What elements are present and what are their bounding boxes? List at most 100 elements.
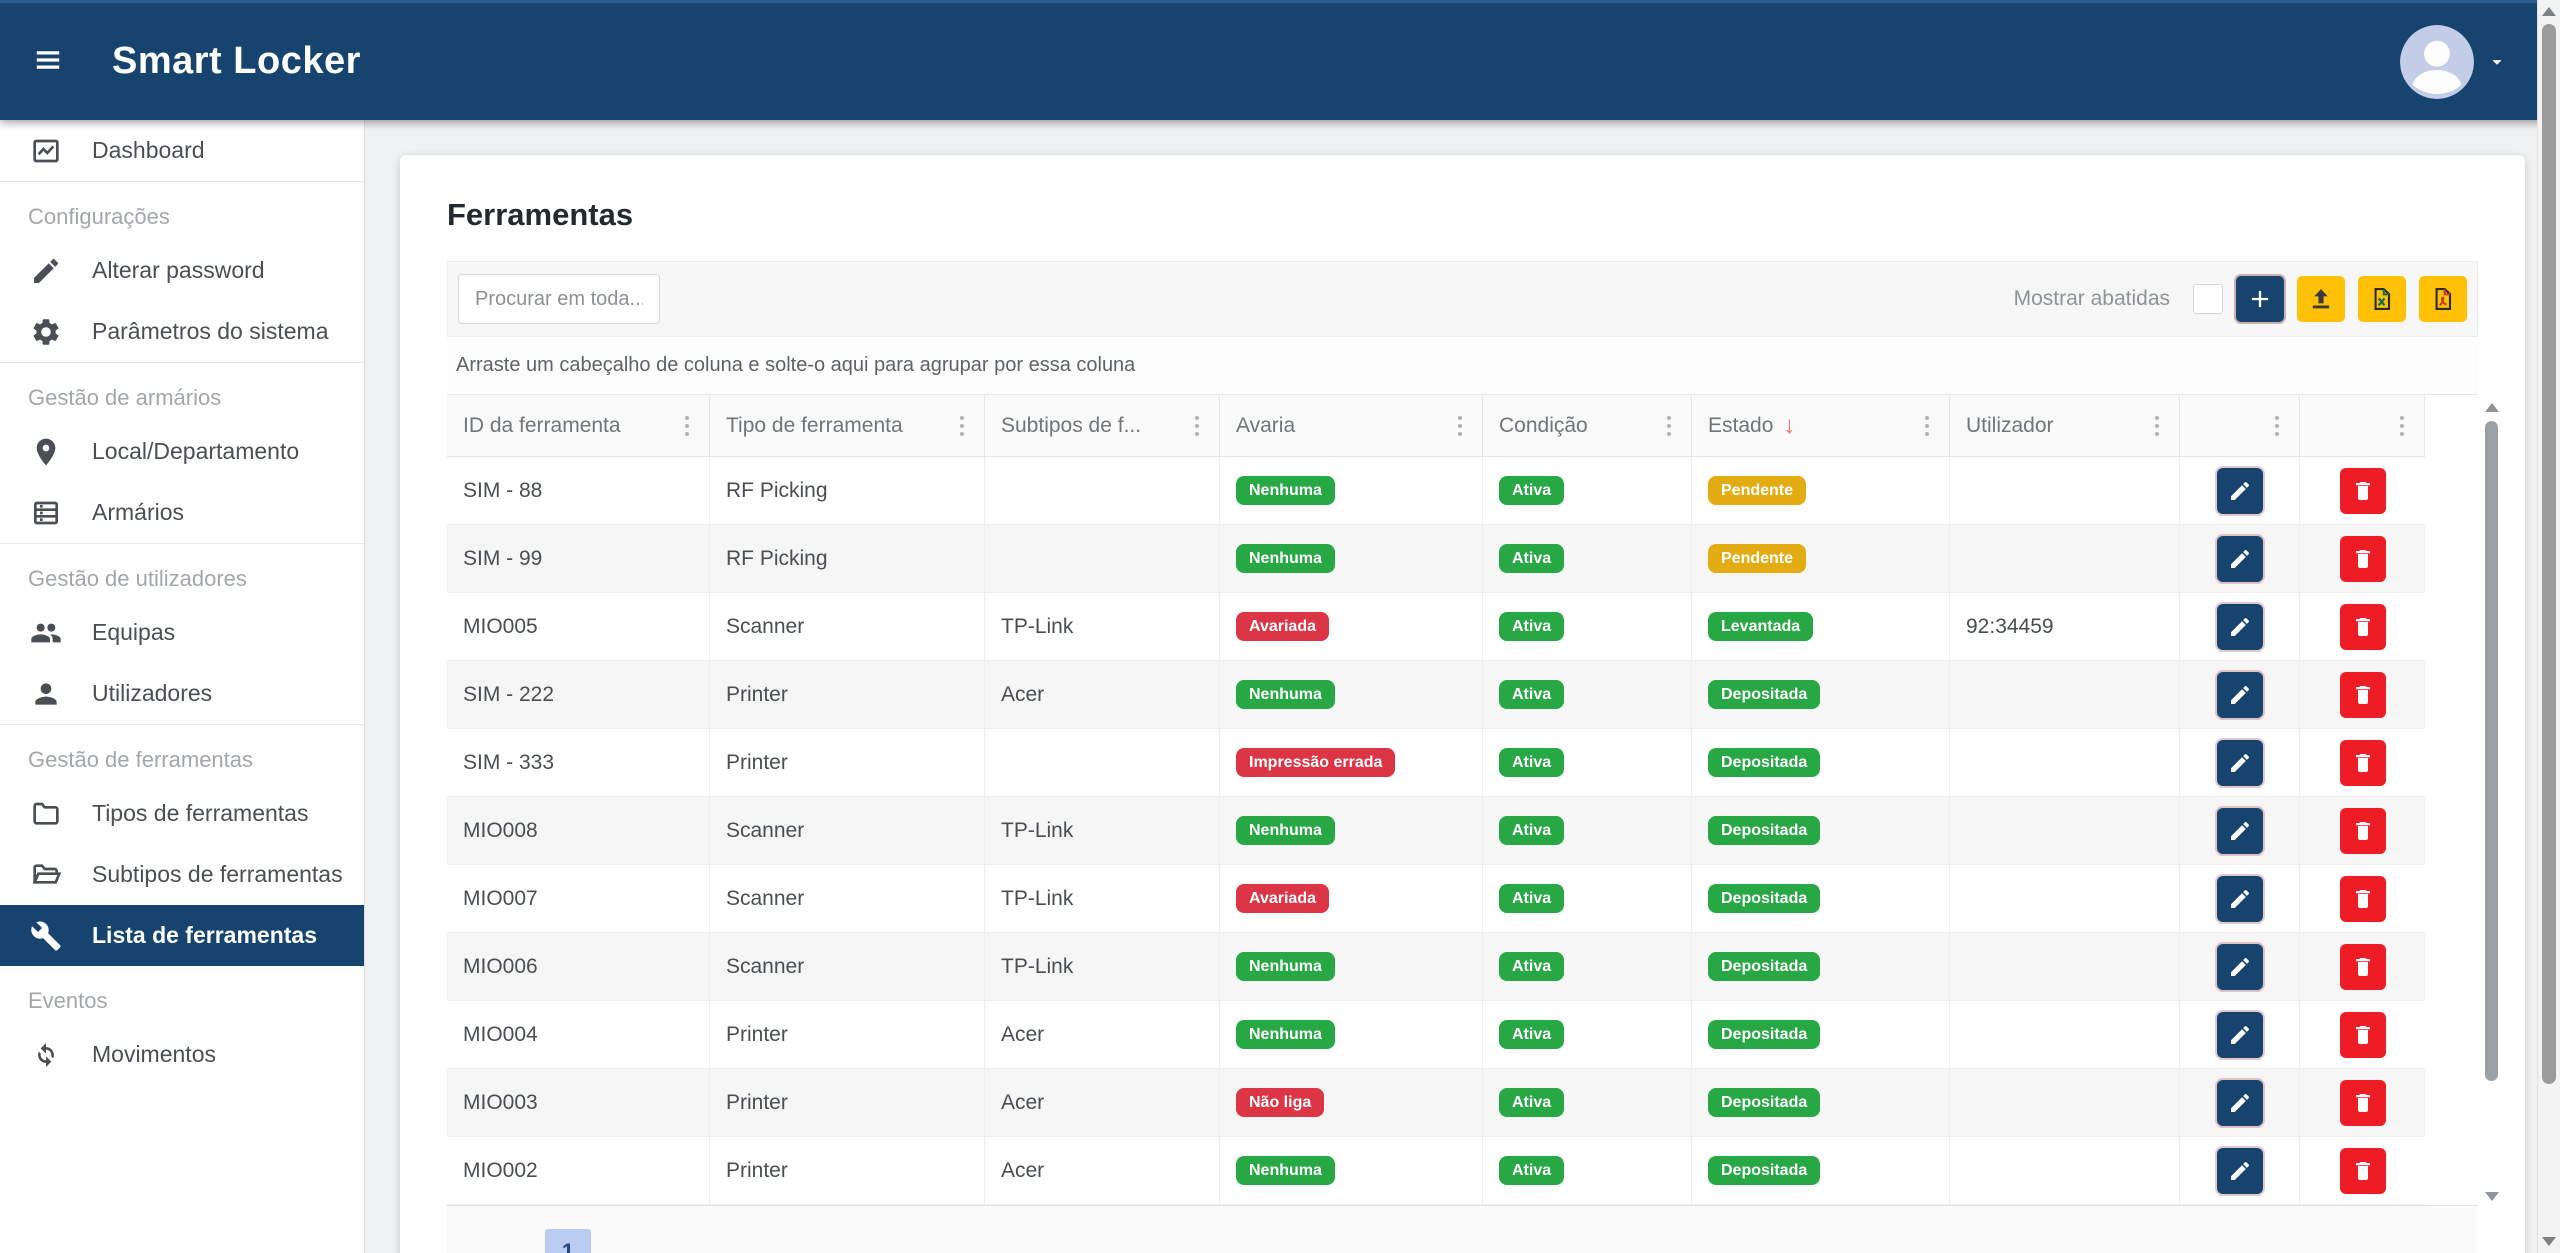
edit-button[interactable] xyxy=(2216,1079,2263,1126)
add-button[interactable] xyxy=(2236,276,2284,322)
delete-button[interactable] xyxy=(2339,535,2386,582)
cell-subtipo: TP-Link xyxy=(985,865,1220,932)
column-menu-icon[interactable] xyxy=(956,412,968,440)
column-header-id-da-ferramenta[interactable]: ID da ferramenta xyxy=(447,395,710,456)
column-header-estado[interactable]: Estado ↓ xyxy=(1692,395,1950,456)
column-header-subtipos-de-f[interactable]: Subtipos de f... xyxy=(985,395,1220,456)
folder-open-icon xyxy=(30,859,62,891)
export-pdf-button[interactable] xyxy=(2419,276,2467,322)
hamburger-menu-icon[interactable] xyxy=(26,42,70,82)
cell-utilizador: 92:34459 xyxy=(1950,593,2180,660)
column-menu-icon[interactable] xyxy=(2151,412,2163,440)
sidebar-item-movimentos[interactable]: Movimentos xyxy=(0,1024,364,1085)
table-row: SIM - 222 Printer Acer Nenhuma Ativa Dep… xyxy=(447,661,2425,729)
column-header-tipo-de-ferramenta[interactable]: Tipo de ferramenta xyxy=(710,395,985,456)
edit-button[interactable] xyxy=(2216,603,2263,650)
sidebar-item-label: Movimentos xyxy=(92,1041,216,1067)
table-toolbar: Mostrar abatidas xyxy=(447,261,2478,337)
cell-estado: Depositada xyxy=(1692,1001,1950,1068)
edit-button[interactable] xyxy=(2216,467,2263,514)
status-badge: Não liga xyxy=(1236,1087,1325,1118)
cell-avaria: Nenhuma xyxy=(1220,457,1483,524)
scroll-up-icon[interactable] xyxy=(2485,403,2499,412)
column-menu-icon[interactable] xyxy=(681,412,693,440)
sidebar-item-tipos-de-ferramentas[interactable]: Tipos de ferramentas xyxy=(0,783,364,844)
delete-button[interactable] xyxy=(2339,1011,2386,1058)
cell-subtipo xyxy=(985,525,1220,592)
cell-tipo-de-ferramenta: Scanner xyxy=(710,865,985,932)
status-badge: Impressão errada xyxy=(1236,747,1396,778)
edit-button[interactable] xyxy=(2216,943,2263,990)
sidebar-item-utilizadores[interactable]: Utilizadores xyxy=(0,663,364,724)
cell-utilizador xyxy=(1950,457,2180,524)
edit-button[interactable] xyxy=(2216,535,2263,582)
column-header[interactable] xyxy=(2300,395,2425,456)
sidebar-item-par-metros-do-sistema[interactable]: Parâmetros do sistema xyxy=(0,301,364,362)
export-excel-button[interactable] xyxy=(2358,276,2406,322)
edit-button[interactable] xyxy=(2216,1011,2263,1058)
page-scroll-down-icon[interactable] xyxy=(2542,1237,2556,1246)
table-row: MIO007 Scanner TP-Link Avariada Ativa De… xyxy=(447,865,2425,933)
column-header-utilizador[interactable]: Utilizador xyxy=(1950,395,2180,456)
delete-button[interactable] xyxy=(2339,467,2386,514)
delete-button[interactable] xyxy=(2339,671,2386,718)
edit-button[interactable] xyxy=(2216,739,2263,786)
upload-button[interactable] xyxy=(2297,276,2345,322)
status-badge: Depositada xyxy=(1708,679,1821,710)
column-header-condi-o[interactable]: Condição xyxy=(1483,395,1692,456)
page-1-button[interactable]: 1 xyxy=(545,1228,591,1253)
sidebar-item-lista-de-ferramentas[interactable]: Lista de ferramentas xyxy=(0,905,364,966)
column-menu-icon[interactable] xyxy=(1921,412,1933,440)
delete-button[interactable] xyxy=(2339,943,2386,990)
sidebar-item-local-departamento[interactable]: Local/Departamento xyxy=(0,421,364,482)
table-scrollbar[interactable] xyxy=(2483,395,2500,1205)
delete-button[interactable] xyxy=(2339,739,2386,786)
column-menu-icon[interactable] xyxy=(1663,412,1675,440)
chevron-down-icon[interactable] xyxy=(2486,51,2508,73)
column-header-label: Avaria xyxy=(1236,413,1296,437)
delete-button[interactable] xyxy=(2339,603,2386,650)
group-by-bar[interactable]: Arraste um cabeçalho de coluna e solte-o… xyxy=(447,337,2478,395)
cell-avaria: Nenhuma xyxy=(1220,1137,1483,1204)
edit-button[interactable] xyxy=(2216,1147,2263,1194)
sidebar-item-label: Alterar password xyxy=(92,257,265,283)
column-menu-icon[interactable] xyxy=(2396,412,2408,440)
edit-button[interactable] xyxy=(2216,671,2263,718)
cell-tipo-de-ferramenta: Printer xyxy=(710,729,985,796)
page-scroll-up-icon[interactable] xyxy=(2542,7,2556,16)
delete-button[interactable] xyxy=(2339,807,2386,854)
edit-button[interactable] xyxy=(2216,875,2263,922)
sidebar-item-arm-rios[interactable]: Armários xyxy=(0,482,364,543)
team-icon xyxy=(30,617,62,649)
sidebar-item-equipas[interactable]: Equipas xyxy=(0,602,364,663)
cell-avaria: Nenhuma xyxy=(1220,1001,1483,1068)
page-scrollbar[interactable] xyxy=(2537,0,2560,1253)
cell-id-da-ferramenta: SIM - 88 xyxy=(447,457,710,524)
delete-button[interactable] xyxy=(2339,1147,2386,1194)
cell-utilizador xyxy=(1950,729,2180,796)
pagination: 1 1 - 24 de 24 itens xyxy=(447,1205,2478,1253)
cell-avaria: Avariada xyxy=(1220,593,1483,660)
sidebar-section-label: Gestão de utilizadores xyxy=(28,566,247,591)
status-badge: Ativa xyxy=(1499,475,1565,506)
table-scrollbar-thumb[interactable] xyxy=(2485,421,2498,1081)
column-header-avaria[interactable]: Avaria xyxy=(1220,395,1483,456)
delete-button[interactable] xyxy=(2339,875,2386,922)
scroll-down-icon[interactable] xyxy=(2485,1192,2499,1201)
status-badge: Depositada xyxy=(1708,1019,1821,1050)
cell-condicao: Ativa xyxy=(1483,797,1692,864)
search-input[interactable] xyxy=(458,274,660,324)
column-menu-icon[interactable] xyxy=(1191,412,1203,440)
column-menu-icon[interactable] xyxy=(2271,412,2283,440)
sidebar-item-subtipos-de-ferramentas[interactable]: Subtipos de ferramentas xyxy=(0,844,364,905)
column-menu-icon[interactable] xyxy=(1454,412,1466,440)
sidebar-item-dashboard[interactable]: Dashboard xyxy=(0,120,364,181)
edit-button[interactable] xyxy=(2216,807,2263,854)
column-header[interactable] xyxy=(2180,395,2300,456)
delete-button[interactable] xyxy=(2339,1079,2386,1126)
table-row: MIO006 Scanner TP-Link Nenhuma Ativa Dep… xyxy=(447,933,2425,1001)
sidebar-item-alterar-password[interactable]: Alterar password xyxy=(0,240,364,301)
page-scrollbar-thumb[interactable] xyxy=(2542,24,2556,1084)
user-avatar-icon[interactable] xyxy=(2400,24,2474,99)
show-abated-checkbox[interactable] xyxy=(2193,284,2223,314)
